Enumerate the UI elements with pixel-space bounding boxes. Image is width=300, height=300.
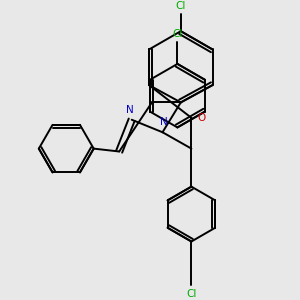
Text: Cl: Cl	[176, 1, 186, 11]
Text: N: N	[126, 104, 134, 115]
Text: O: O	[198, 113, 206, 123]
Text: Cl: Cl	[186, 289, 197, 299]
Text: N: N	[160, 117, 168, 127]
Text: Cl: Cl	[172, 29, 183, 39]
